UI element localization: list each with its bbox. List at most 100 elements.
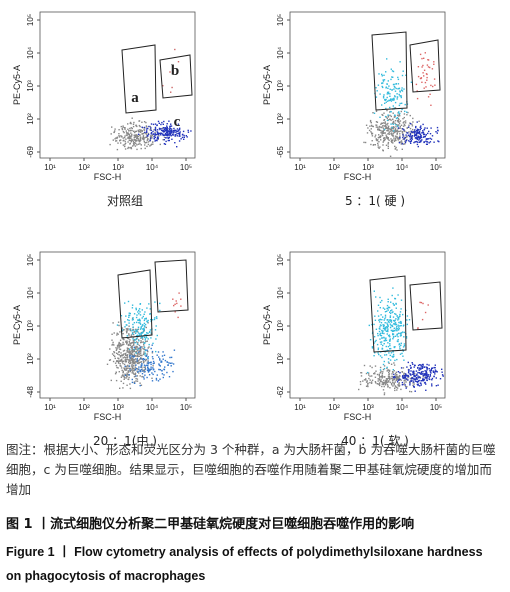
event-dot — [161, 129, 163, 132]
event-dot — [159, 369, 161, 371]
event-dot — [386, 380, 388, 382]
event-dot — [389, 316, 391, 318]
event-dot — [147, 141, 150, 143]
event-dot — [372, 125, 374, 128]
event-dot — [397, 326, 400, 328]
event-dot — [147, 365, 149, 367]
event-dot — [369, 119, 372, 122]
event-dot — [163, 354, 166, 356]
event-dot — [139, 136, 142, 138]
event-dot — [396, 328, 398, 330]
event-dot — [393, 320, 396, 322]
event-dot — [401, 108, 403, 111]
event-dot — [382, 127, 385, 129]
event-dot — [386, 333, 388, 335]
event-dot — [146, 130, 148, 132]
event-dot — [385, 327, 387, 330]
event-dot — [374, 144, 376, 146]
event-dot — [415, 134, 417, 136]
event-dot — [120, 365, 122, 367]
event-dot — [117, 142, 119, 144]
event-dot — [382, 389, 385, 391]
event-dot — [127, 137, 129, 139]
event-dot — [130, 139, 133, 142]
event-dot — [150, 137, 152, 139]
event-dot — [431, 383, 433, 385]
event-dot — [177, 129, 180, 131]
event-dot — [429, 371, 432, 373]
event-dot — [389, 335, 391, 338]
event-dot — [126, 351, 128, 353]
event-dot — [124, 352, 127, 355]
event-dot — [129, 314, 131, 317]
event-dot — [175, 133, 177, 136]
event-dot — [136, 321, 138, 324]
event-dot — [393, 373, 395, 376]
event-dot — [402, 383, 405, 386]
event-dot — [144, 326, 146, 328]
event-dot — [384, 383, 387, 385]
event-dot — [176, 302, 178, 305]
event-dot — [378, 141, 380, 143]
event-dot — [417, 364, 420, 367]
event-dot — [132, 125, 135, 128]
event-dot — [143, 140, 145, 143]
event-dot — [379, 334, 382, 337]
event-dot — [385, 326, 387, 328]
event-dot — [414, 141, 416, 143]
event-dot — [411, 376, 413, 379]
event-dot — [382, 149, 384, 151]
event-dot — [132, 339, 135, 342]
event-dot — [422, 72, 424, 74]
event-dot — [420, 364, 422, 366]
event-dot — [144, 371, 146, 373]
event-dot — [149, 128, 152, 130]
event-dot — [398, 118, 400, 121]
event-dot — [168, 132, 170, 134]
event-dot — [425, 373, 427, 376]
event-dot — [388, 334, 391, 336]
event-dot — [157, 132, 159, 134]
event-dot — [115, 349, 118, 351]
event-dot — [403, 116, 405, 119]
event-dot — [373, 112, 376, 114]
event-dot — [381, 104, 383, 106]
event-dot — [121, 128, 124, 131]
event-dot — [164, 132, 167, 135]
event-dot — [404, 376, 406, 378]
event-dot — [396, 315, 398, 317]
event-dot — [129, 362, 132, 364]
event-dot — [394, 101, 397, 104]
event-dot — [378, 384, 381, 387]
event-dot — [410, 391, 413, 393]
event-dot — [122, 372, 124, 374]
event-dot — [433, 61, 435, 63]
event-dot — [387, 309, 389, 311]
event-dot — [395, 377, 397, 379]
event-dot — [129, 342, 131, 344]
x-tick-label: 10¹ — [294, 163, 306, 172]
event-dot — [133, 373, 135, 375]
event-dot — [381, 383, 383, 385]
event-dot — [129, 353, 131, 355]
event-dot — [121, 128, 123, 130]
event-dot — [131, 330, 133, 332]
event-dot — [116, 324, 119, 326]
event-dot — [419, 126, 421, 128]
event-dot — [133, 342, 135, 344]
y-tick-label: 10³ — [26, 320, 35, 332]
event-dot — [135, 352, 137, 354]
event-dot — [381, 133, 383, 135]
event-dot — [401, 87, 403, 89]
x-tick-label: 10² — [328, 403, 340, 412]
event-dot — [377, 144, 379, 146]
event-dot — [394, 95, 396, 97]
event-dot — [143, 329, 145, 331]
event-dot — [384, 376, 386, 378]
event-dot — [371, 323, 373, 326]
event-dot — [391, 355, 393, 358]
event-dot — [387, 385, 389, 387]
event-dot — [127, 364, 129, 367]
event-dot — [392, 118, 394, 120]
event-dot — [404, 385, 407, 388]
